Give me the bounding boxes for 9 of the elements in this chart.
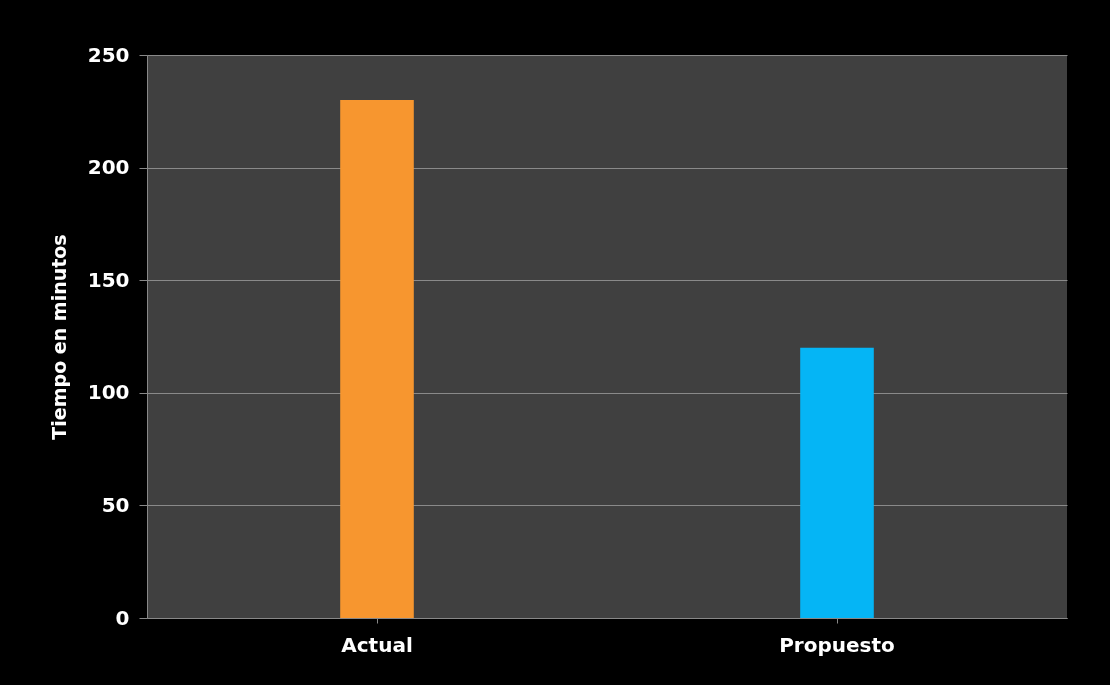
y-tick-label: 200 [87,155,130,180]
x-tick-label: Propuesto [779,632,895,657]
y-tick-label: 250 [87,42,130,67]
y-tick-label: 0 [115,605,130,630]
y-axis-title: Tiempo en minutos [47,234,70,440]
y-tick-label: 100 [87,380,130,405]
y-tick-label: 50 [101,492,130,517]
y-tick-label: 150 [87,267,130,292]
x-tick-label: Actual [341,632,413,657]
